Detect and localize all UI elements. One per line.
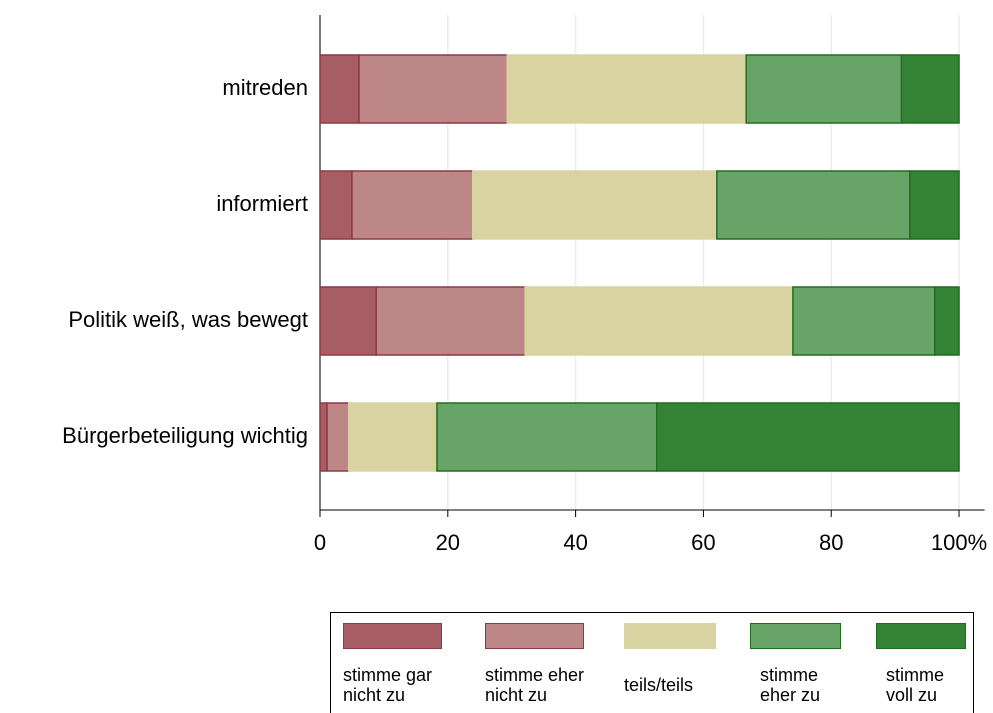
bar-segment — [471, 170, 718, 240]
legend-entry: stimme gar nicht zu — [343, 623, 468, 705]
bar-segment — [745, 54, 903, 124]
x-tick-label: 0 — [314, 530, 326, 555]
bar-segment — [792, 286, 936, 356]
bar-segment — [436, 402, 658, 472]
legend-entry: teils/teils — [624, 623, 749, 695]
legend-label: teils/teils — [624, 675, 694, 695]
legend-swatch — [876, 623, 966, 649]
x-tick-label: 80 — [819, 530, 843, 555]
y-tick-label: Politik weiß, was bewegt — [68, 307, 308, 332]
legend-swatch — [750, 623, 841, 649]
bar-segment — [716, 170, 911, 240]
bar-segment — [326, 402, 350, 472]
x-tick-label: 100% — [931, 530, 987, 555]
bar-segment — [909, 170, 960, 240]
legend-entry: stimme eher zu — [750, 623, 875, 705]
bar-segment — [319, 54, 360, 124]
legend-label: stimme eher zu — [760, 665, 821, 705]
bar-segment — [348, 402, 438, 472]
y-tick-label: Bürgerbeteiligung wichtig — [62, 423, 308, 448]
bar-segment — [351, 170, 474, 240]
bar-segment — [656, 402, 960, 472]
chart: 0 20 40 60 80 100% mitreden informiert Politik w… — [62, 15, 987, 555]
legend-entry: stimme eher nicht zu — [485, 623, 610, 705]
y-tick-label: informiert — [216, 191, 308, 216]
bar-segment — [900, 54, 960, 124]
bar-segment — [358, 54, 508, 124]
legend-entry: stimme voll zu — [876, 623, 993, 705]
legend-label: stimme gar nicht zu — [343, 665, 433, 705]
x-tick-label: 40 — [563, 530, 587, 555]
legend-label: stimme eher nicht zu — [485, 665, 585, 705]
y-tick-label: mitreden — [222, 75, 308, 100]
legend-swatch — [624, 623, 716, 649]
legend-label: stimme voll zu — [886, 665, 944, 705]
legend: stimme gar nicht zu stimme eher nicht zu t… — [330, 612, 974, 713]
bar-segment — [375, 286, 526, 356]
bar-segment — [319, 402, 328, 472]
bar-segment — [319, 286, 377, 356]
x-tick-label: 20 — [436, 530, 460, 555]
bar-segment — [934, 286, 960, 356]
bar-segment — [319, 170, 353, 240]
legend-swatch — [343, 623, 442, 649]
x-tick-label: 60 — [691, 530, 715, 555]
bar-segment — [524, 286, 794, 356]
bar-segment — [506, 54, 747, 124]
legend-swatch — [485, 623, 584, 649]
